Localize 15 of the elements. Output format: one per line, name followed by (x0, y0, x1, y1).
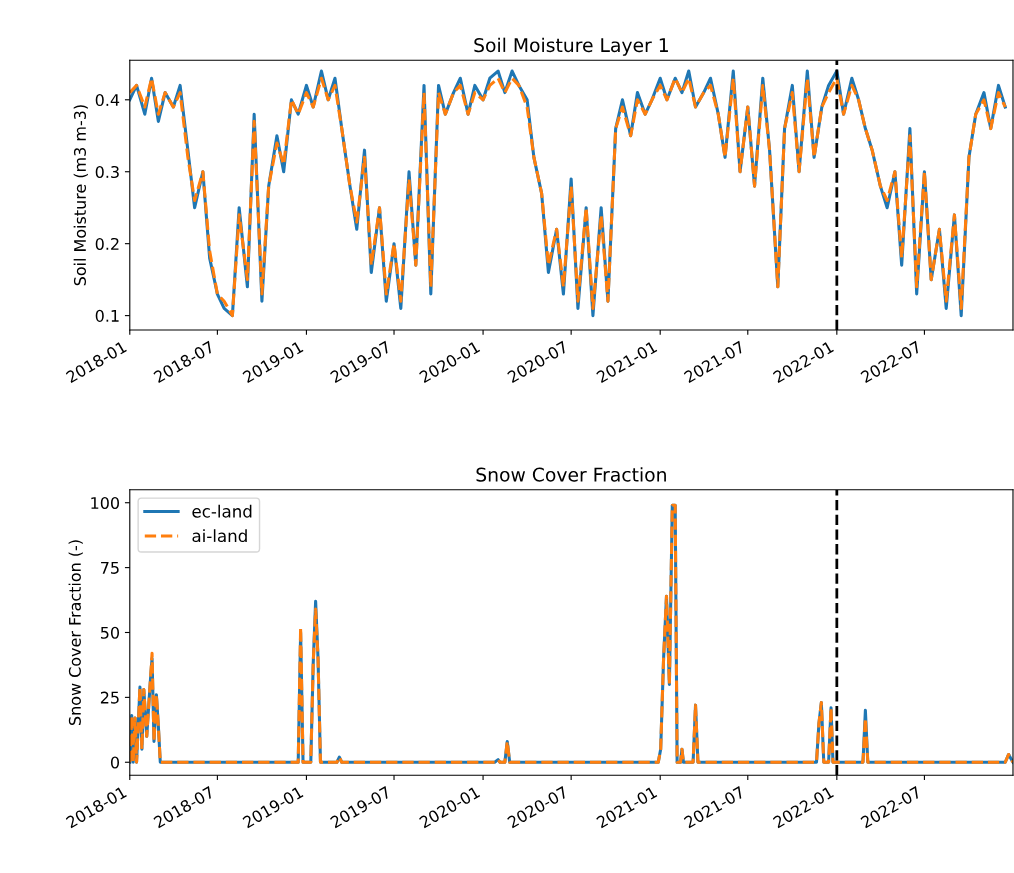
y-tick-label: 0.2 (95, 237, 119, 250)
y-tick-label: 100 (91, 496, 120, 510)
legend-label: ec-land (192, 504, 252, 518)
y-tick-label: 50 (100, 626, 120, 639)
chart-title: Soil Moisture Layer 1 (474, 37, 668, 56)
chart-title: Snow Cover Fraction (476, 467, 666, 482)
y-tick-label: 0.3 (95, 165, 119, 179)
y-tick-label: 25 (100, 691, 119, 704)
y-tick-label: 0.1 (95, 309, 119, 322)
y-axis-title: Soil Moisture (m3 m-3) (73, 105, 88, 286)
legend-label: ai-land (192, 529, 247, 543)
y-axis-title: Snow Cover Fraction (-) (68, 540, 83, 725)
y-tick-label: 0 (110, 756, 120, 769)
y-tick-label: 75 (101, 562, 119, 574)
y-tick-label: 0.4 (95, 94, 120, 107)
